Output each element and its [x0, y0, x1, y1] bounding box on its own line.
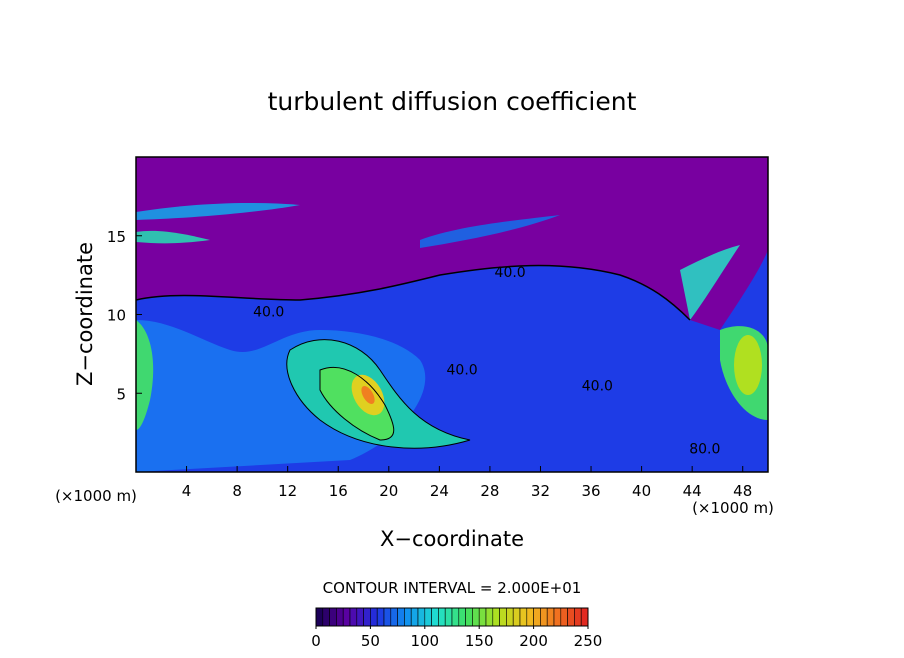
- contour-line: [319, 366, 395, 441]
- field-region: [136, 320, 154, 430]
- colorbar-tick-label: 100: [410, 632, 439, 650]
- colorbar-cell: [370, 607, 378, 627]
- colorbar-cell: [546, 607, 555, 627]
- colorbar-tick-label: 250: [574, 632, 603, 650]
- colorbar-cell: [472, 607, 480, 627]
- chart-title: turbulent diffusion coefficient: [268, 87, 637, 116]
- colorbar-cell: [492, 607, 500, 627]
- colorbar-cell: [315, 607, 324, 627]
- field-region: [320, 367, 394, 440]
- colorbar-cell: [485, 607, 494, 627]
- colorbar-tick-label: 50: [361, 632, 380, 650]
- x-tick-label: 4: [182, 482, 192, 500]
- colorbar-cell: [356, 607, 364, 627]
- x-axis-label: X−coordinate: [380, 527, 524, 551]
- contour-label: 40.0: [582, 378, 613, 394]
- x-tick-label: 28: [480, 482, 499, 500]
- colorbar-cell: [560, 607, 568, 627]
- colorbar-cell: [397, 607, 405, 627]
- colorbar-cell: [465, 607, 473, 627]
- y-unit-label: (×1000 m): [55, 487, 137, 505]
- x-tick-label: 8: [232, 482, 242, 500]
- colorbar-cell: [383, 607, 392, 627]
- colorbar-frame: [315, 607, 589, 627]
- colorbar-tick-label: 150: [465, 632, 494, 650]
- x-tick-label: 40: [632, 482, 651, 500]
- colorbar-cell: [540, 607, 548, 627]
- field-region: [136, 202, 300, 220]
- contour-line: [136, 264, 691, 321]
- colorbar-cell: [478, 607, 487, 627]
- field: [136, 157, 768, 472]
- colorbar-cell: [417, 607, 426, 627]
- colorbar-cell: [580, 607, 589, 627]
- colorbar-cell: [424, 607, 432, 627]
- y-axis-label: Z−coordinate: [73, 242, 97, 386]
- colorbar-cell: [526, 607, 534, 627]
- colorbar-cell: [512, 607, 521, 627]
- field-region: [680, 245, 740, 320]
- colorbar-cell: [438, 607, 446, 627]
- contour-label: 40.0: [495, 265, 526, 281]
- y-tick-label: 10: [107, 307, 126, 325]
- y-tick-label: 5: [116, 385, 126, 403]
- colorbar-cell: [574, 607, 582, 627]
- x-tick-label: 36: [581, 482, 600, 500]
- colorbar-cell: [444, 607, 453, 627]
- contour-labels: 40.0 40.0 40.0 40.0 80.0: [253, 265, 720, 457]
- contour-line: [286, 339, 471, 449]
- colorbar-tick-label: 0: [311, 632, 321, 650]
- colorbar-cell: [342, 607, 351, 627]
- colorbar-cell: [390, 607, 398, 627]
- contour-label: 80.0: [689, 441, 720, 457]
- colorbar-cell: [519, 607, 528, 627]
- colorbar-cell: [451, 607, 460, 627]
- colorbar-cell: [499, 607, 507, 627]
- colorbar-cell: [553, 607, 562, 627]
- field-region: [361, 385, 375, 405]
- x-unit-label: (×1000 m): [692, 499, 774, 517]
- x-tick-label: 12: [278, 482, 297, 500]
- colorbar-cell: [336, 607, 344, 627]
- contour-label: 40.0: [447, 363, 478, 379]
- contour-interval: CONTOUR INTERVAL = 2.000E+01: [323, 579, 582, 597]
- x-tick-label: 16: [329, 482, 348, 500]
- y-tick-label: 15: [107, 228, 126, 246]
- colorbar-cell: [431, 607, 439, 627]
- colorbar-cell: [322, 607, 330, 627]
- colorbar-cell: [349, 607, 358, 627]
- field-region: [734, 335, 762, 395]
- x-tick-label: 48: [733, 482, 752, 500]
- field-region: [420, 215, 560, 248]
- x-tick-label: 44: [683, 482, 702, 500]
- colorbar-cell: [329, 607, 337, 627]
- colorbar-cell: [376, 607, 385, 627]
- x-tick-label: 24: [430, 482, 449, 500]
- field-region: [136, 230, 210, 244]
- x-tick-label: 32: [531, 482, 550, 500]
- colorbar-cell: [506, 607, 514, 627]
- colorbar-cell: [404, 607, 412, 627]
- colorbar-cell: [567, 607, 575, 627]
- x-tick-label: 20: [379, 482, 398, 500]
- colorbar-cell: [533, 607, 541, 627]
- colorbar-cell: [363, 607, 371, 627]
- colorbar-tick-label: 200: [519, 632, 548, 650]
- colorbar-cell: [458, 607, 466, 627]
- contour-label: 40.0: [253, 304, 284, 320]
- colorbar-cell: [410, 607, 419, 627]
